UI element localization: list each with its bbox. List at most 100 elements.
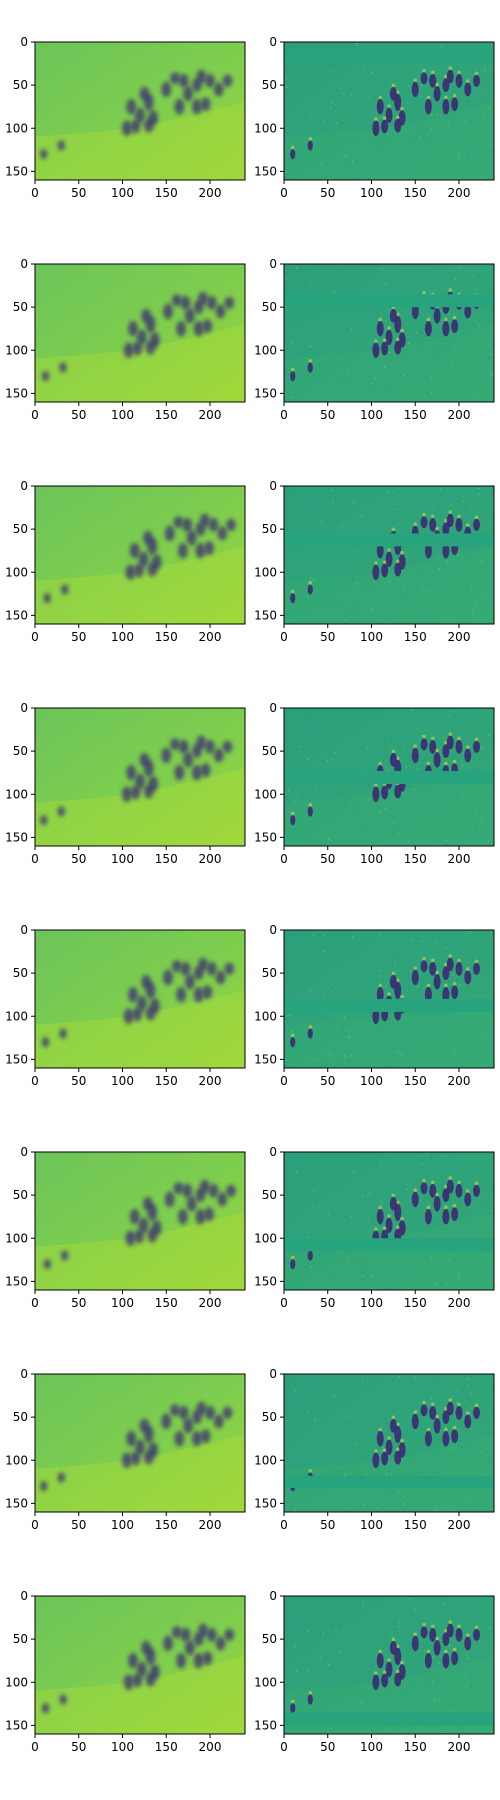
y-tick-label: 100 xyxy=(5,343,28,357)
person-blob xyxy=(41,1036,50,1048)
x-tick-label: 200 xyxy=(199,852,222,866)
person-blob xyxy=(385,1217,393,1234)
person-blob xyxy=(215,1636,226,1651)
person-blob xyxy=(411,1191,419,1208)
person-blob xyxy=(129,542,140,559)
left-panel-r1: 0 50 100 150 200 0 50 100 150 xyxy=(5,35,246,200)
person-blob xyxy=(191,764,202,781)
panel-frame xyxy=(34,485,246,625)
person-blob xyxy=(376,1430,384,1447)
person-blob xyxy=(446,69,454,84)
person-blob xyxy=(139,1418,150,1433)
person-blob xyxy=(213,82,224,97)
panel-frame xyxy=(34,1373,246,1513)
person-blob xyxy=(41,1702,50,1714)
person-blob xyxy=(43,1258,51,1270)
person-blob xyxy=(217,526,228,541)
person-blob xyxy=(307,362,313,373)
x-tick-label: 100 xyxy=(360,630,383,644)
person-blob xyxy=(121,1452,132,1469)
panel-frame xyxy=(283,41,495,181)
person-blob xyxy=(411,747,419,764)
person-blob xyxy=(442,1430,450,1447)
y-tick-label: 50 xyxy=(13,522,28,536)
person-blob xyxy=(142,530,153,545)
person-blob xyxy=(394,340,402,355)
x-tick-label: 150 xyxy=(155,630,178,644)
person-blob xyxy=(184,973,195,990)
x-tick-label: 50 xyxy=(320,1074,335,1088)
person-blob xyxy=(191,1430,202,1447)
left-panel-r8: 0 50 100 150 200 0 50 100 150 xyxy=(5,1589,246,1754)
x-tick-label: 150 xyxy=(155,186,178,200)
person-blob xyxy=(195,1208,206,1225)
y-tick-label: 50 xyxy=(262,1632,277,1646)
x-tick-label: 0 xyxy=(31,630,39,644)
person-blob xyxy=(394,118,402,133)
person-blob xyxy=(394,562,402,577)
person-blob xyxy=(40,148,48,160)
person-blob xyxy=(57,806,65,817)
masked-band xyxy=(284,999,494,1012)
person-blob xyxy=(424,986,432,1003)
person-blob xyxy=(473,1628,480,1641)
person-blob xyxy=(442,1632,450,1647)
y-tick-label: 150 xyxy=(5,608,28,622)
y-tick-label: 150 xyxy=(254,608,277,622)
person-blob xyxy=(128,1652,138,1669)
person-blob xyxy=(389,752,397,767)
person-blob xyxy=(142,1196,153,1211)
x-tick-label: 150 xyxy=(404,408,427,422)
person-blob xyxy=(446,735,454,750)
person-blob xyxy=(290,370,296,382)
person-blob xyxy=(307,1250,313,1261)
y-tick-label: 100 xyxy=(5,787,28,801)
panel-frame xyxy=(34,263,246,403)
person-blob xyxy=(136,995,147,1012)
y-tick-label: 50 xyxy=(13,966,28,980)
person-blob xyxy=(177,542,188,559)
masked-band xyxy=(284,294,494,308)
person-blob xyxy=(464,970,472,985)
x-tick-label: 150 xyxy=(404,1740,427,1754)
y-tick-label: 150 xyxy=(254,1274,277,1288)
person-blob xyxy=(433,307,441,324)
person-blob xyxy=(372,564,380,581)
person-blob xyxy=(224,962,235,975)
person-blob xyxy=(59,1694,67,1705)
right-panel-r1: 0 50 100 150 200 0 50 100 150 xyxy=(254,35,495,200)
person-blob xyxy=(215,304,226,319)
x-tick-label: 100 xyxy=(111,630,134,644)
person-blob xyxy=(135,1439,145,1456)
person-blob xyxy=(290,1258,296,1270)
person-blob xyxy=(143,1450,154,1465)
y-tick-label: 150 xyxy=(5,1718,28,1732)
x-tick-label: 100 xyxy=(111,1296,134,1310)
person-blob xyxy=(57,140,65,151)
person-blob xyxy=(385,329,393,346)
person-blob xyxy=(205,73,215,88)
person-blob xyxy=(217,1192,228,1207)
person-blob xyxy=(125,1230,136,1247)
person-blob xyxy=(429,517,437,532)
x-tick-label: 100 xyxy=(360,1518,383,1532)
person-blob xyxy=(176,986,187,1003)
x-tick-label: 200 xyxy=(199,1740,222,1754)
person-blob xyxy=(143,784,154,799)
y-tick-label: 150 xyxy=(5,386,28,400)
y-tick-label: 150 xyxy=(5,1052,28,1066)
person-blob xyxy=(411,81,419,98)
person-blob xyxy=(174,1430,185,1447)
person-blob xyxy=(138,551,149,568)
person-blob xyxy=(163,969,173,986)
person-blob xyxy=(433,85,441,102)
x-tick-label: 50 xyxy=(71,852,86,866)
x-tick-label: 50 xyxy=(71,1296,86,1310)
left-panel-r7: 0 50 100 150 200 0 50 100 150 xyxy=(5,1367,246,1532)
person-blob xyxy=(222,74,233,87)
person-blob xyxy=(451,97,459,111)
person-blob xyxy=(202,1651,213,1665)
person-blob xyxy=(193,1652,204,1669)
person-blob xyxy=(128,320,138,337)
x-tick-label: 100 xyxy=(360,1296,383,1310)
